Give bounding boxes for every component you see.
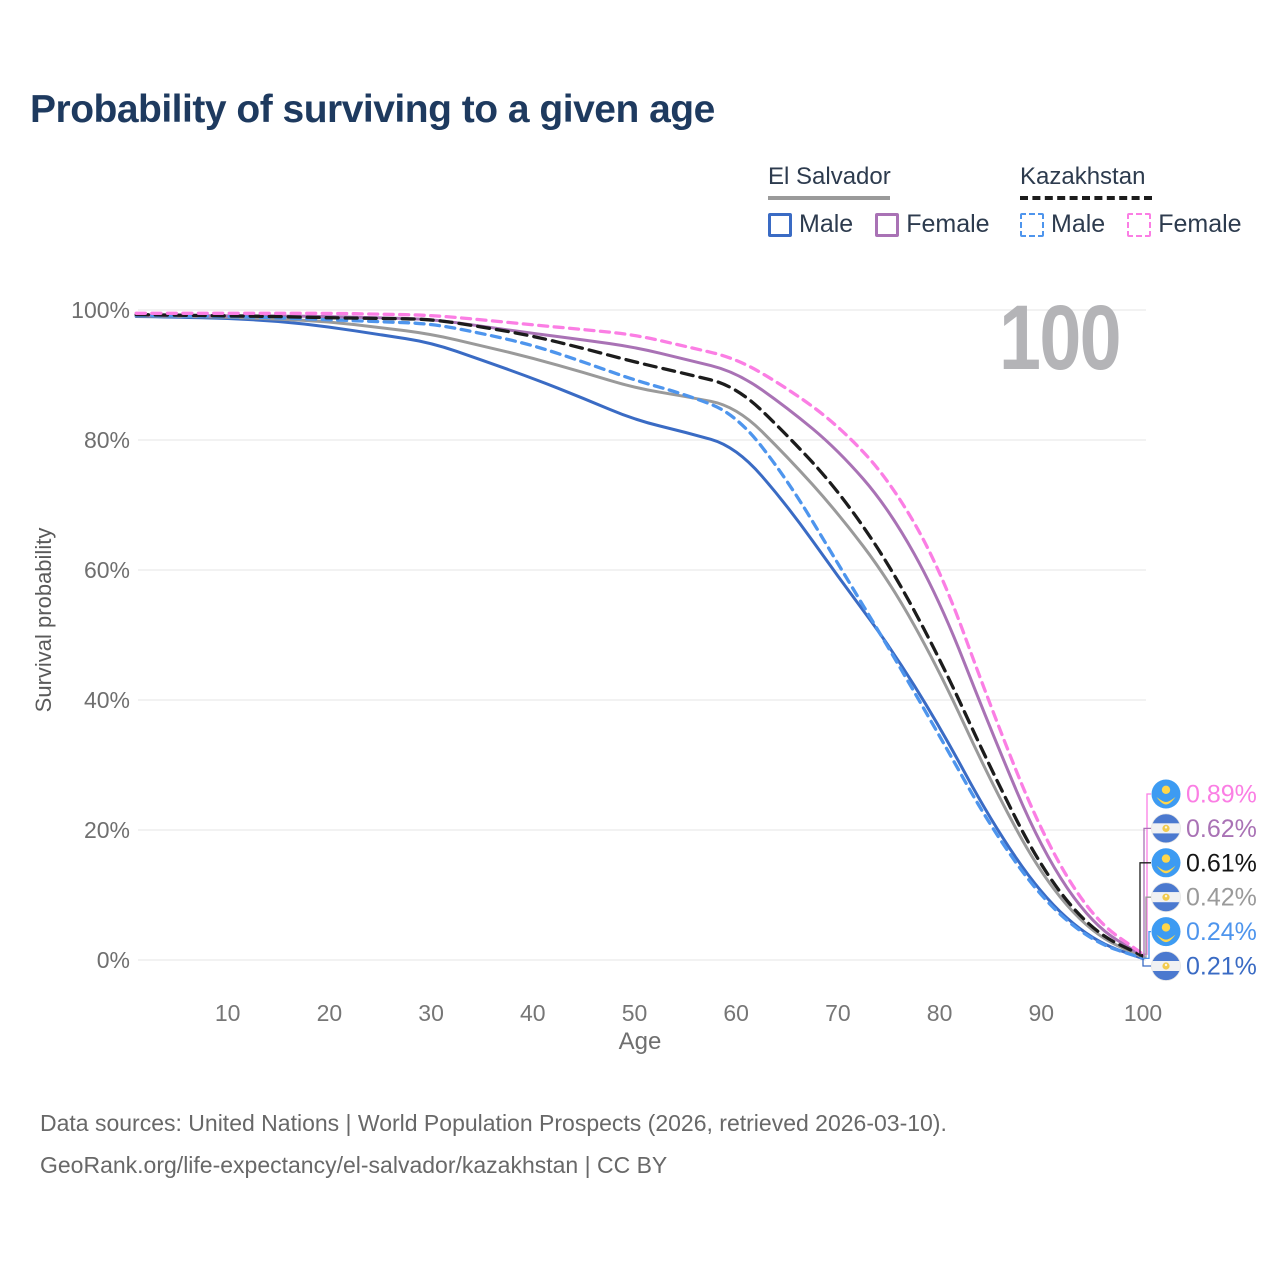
end-label-kz-female: 0.89% <box>1186 781 1257 809</box>
line-sv-male[interactable] <box>134 315 1145 961</box>
legend-label-el-salvador-female: Female <box>906 210 990 238</box>
legend-label-kazakhstan-female: Female <box>1158 210 1242 238</box>
legend-checkbox-kazakhstan-female[interactable] <box>1127 212 1152 237</box>
end-label-connector-kz-all <box>1139 862 1151 957</box>
page-title: Probability of surviving to a given age <box>30 88 715 131</box>
kazakhstan-flag-icon <box>1151 779 1181 809</box>
end-label-connector-sv-all <box>1143 896 1151 958</box>
legend-label-kazakhstan-male: Male <box>1051 210 1106 238</box>
legend-label-el-salvador-male: Male <box>799 210 854 238</box>
footer-data-sources: Data sources: United Nations | World Pop… <box>40 1110 947 1136</box>
line-kz-female[interactable] <box>134 311 1145 956</box>
end-label-connector-kz-male <box>1143 930 1151 960</box>
end-label-kz-all: 0.61% <box>1186 849 1257 877</box>
legend-group-el-salvador: El Salvador Male Female <box>768 163 990 239</box>
y-tick-label: 80% <box>84 427 130 453</box>
line-sv-all[interactable] <box>134 314 1145 959</box>
legend-title-el-salvador[interactable]: El Salvador <box>768 163 891 190</box>
x-tick-label: 10 <box>215 1000 241 1026</box>
legend-checkbox-el-salvador-female[interactable] <box>875 212 900 237</box>
end-label-sv-female: 0.62% <box>1186 815 1257 843</box>
legend-checkbox-el-salvador-male[interactable] <box>768 212 792 237</box>
end-label-connector-sv-female <box>1143 827 1151 957</box>
legend-item-kazakhstan-female[interactable]: Female <box>1127 210 1242 239</box>
kazakhstan-flag-icon <box>1151 917 1181 947</box>
x-tick-label: 60 <box>723 1000 749 1026</box>
end-label-sv-male: 0.21% <box>1186 953 1257 981</box>
x-tick-label: 50 <box>622 1000 648 1026</box>
legend-title-kazakhstan[interactable]: Kazakhstan <box>1020 163 1146 190</box>
line-sv-female[interactable] <box>134 313 1145 958</box>
end-label-connector-sv-male <box>1142 958 1151 967</box>
x-tick-label: 20 <box>317 1000 343 1026</box>
y-tick-label: 100% <box>71 297 130 323</box>
y-axis-title: Survival probability <box>31 527 56 713</box>
x-tick-label: 90 <box>1029 1000 1055 1026</box>
y-tick-label: 60% <box>84 557 130 583</box>
el-salvador-flag-icon <box>1151 813 1181 844</box>
end-label-sv-all: 0.42% <box>1186 884 1257 912</box>
x-tick-label: 30 <box>418 1000 444 1026</box>
legend-checkbox-kazakhstan-male[interactable] <box>1020 212 1044 237</box>
x-tick-label: 70 <box>825 1000 851 1026</box>
el-salvador-flag-icon <box>1151 882 1181 913</box>
legend-item-el-salvador-male[interactable]: Male <box>768 210 853 239</box>
end-label-kz-male: 0.24% <box>1186 918 1257 946</box>
legend-item-kazakhstan-male[interactable]: Male <box>1020 210 1105 239</box>
x-axis-title: Age <box>618 1028 662 1055</box>
x-tick-label: 100 <box>1124 1000 1162 1026</box>
legend-item-el-salvador-female[interactable]: Female <box>875 210 990 239</box>
el-salvador-flag-icon <box>1151 951 1181 981</box>
age-indicator-watermark: 100 <box>999 287 1122 389</box>
y-tick-label: 0% <box>97 947 130 973</box>
y-tick-label: 40% <box>84 687 130 713</box>
end-label-connector-kz-female <box>1143 793 1151 955</box>
y-tick-label: 20% <box>84 817 130 843</box>
legend-line-sample-kazakhstan <box>1020 196 1152 200</box>
legend-line-sample-el-salvador <box>768 196 890 200</box>
legend-group-kazakhstan: Kazakhstan Male Female <box>1020 163 1242 239</box>
x-tick-label: 40 <box>520 1000 546 1026</box>
line-kz-all[interactable] <box>134 312 1145 958</box>
kazakhstan-flag-icon <box>1151 848 1181 878</box>
x-tick-label: 80 <box>927 1000 953 1026</box>
footer-attribution: GeoRank.org/life-expectancy/el-salvador/… <box>40 1152 668 1178</box>
line-kz-male[interactable] <box>134 313 1145 961</box>
